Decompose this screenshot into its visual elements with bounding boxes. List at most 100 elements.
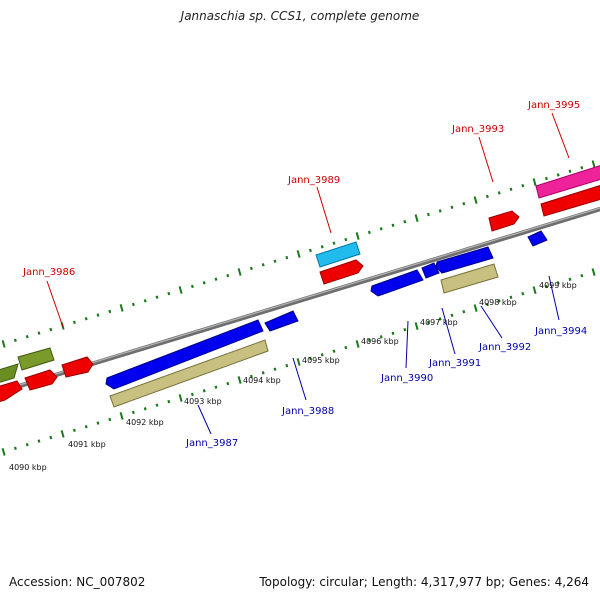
gene-label-jann-3992[interactable]: Jann_3992	[478, 342, 531, 353]
minor-tick	[462, 201, 466, 206]
gene-jann-3989-cyan	[315, 241, 361, 268]
gene-jann-3988	[264, 310, 299, 332]
gene-3984-red	[0, 380, 23, 402]
map-title: Jannaschia sp. CCS1, complete genome	[180, 9, 420, 23]
minor-tick	[580, 165, 584, 170]
major-tick	[296, 250, 301, 258]
kbp-label: 4094 kbp	[243, 376, 281, 385]
minor-tick	[131, 302, 135, 307]
major-tick	[414, 322, 419, 330]
callout-line-jann-3987	[197, 404, 212, 435]
gene-label-jann-3989[interactable]: Jann_3989	[287, 175, 340, 186]
minor-tick	[462, 309, 466, 314]
minor-tick	[556, 281, 560, 285]
kbp-label: 4096 kbp	[361, 337, 399, 346]
minor-tick	[485, 302, 489, 307]
major-tick	[119, 304, 124, 312]
gene-jann-3990	[370, 269, 424, 297]
forward-strand-genes	[0, 165, 600, 402]
minor-tick	[367, 230, 371, 235]
topology-summary: Topology: circular; Length: 4,317,977 bp…	[259, 575, 589, 589]
minor-tick	[190, 392, 194, 397]
minor-tick	[25, 334, 29, 339]
minor-tick	[450, 205, 454, 210]
gene-label-jann-3993[interactable]: Jann_3993	[451, 124, 504, 135]
major-tick	[237, 376, 242, 384]
minor-tick	[391, 223, 395, 228]
gene-jann-3991	[421, 262, 440, 279]
major-tick	[591, 268, 596, 276]
minor-tick	[226, 381, 230, 386]
minor-tick	[544, 284, 548, 289]
kbp-label: 4090 kbp	[9, 463, 47, 472]
reverse-strand-genes	[105, 230, 548, 408]
callout-line-jann-3988	[292, 357, 307, 401]
minor-tick	[143, 407, 147, 411]
minor-tick	[37, 439, 41, 443]
genome-backbone	[0, 206, 600, 395]
gene-label-jann-3991[interactable]: Jann_3991	[428, 358, 481, 369]
minor-tick	[497, 191, 501, 195]
gene-jann-3987-tan	[109, 339, 269, 408]
minor-tick	[509, 187, 513, 192]
gene-jann-3992	[435, 246, 494, 274]
minor-tick	[143, 299, 147, 303]
minor-tick	[13, 446, 17, 451]
kbp-label: 4095 kbp	[302, 356, 340, 365]
gene-label-jann-3987[interactable]: Jann_3987	[185, 438, 238, 449]
genome-backbone-highlight	[0, 207, 600, 392]
kbp-label: 4098 kbp	[479, 298, 517, 307]
gene-jann-3994	[527, 230, 548, 247]
callout-line-jann-3986	[46, 280, 64, 328]
minor-tick	[391, 331, 395, 336]
minor-tick	[485, 194, 489, 199]
minor-tick	[202, 389, 206, 393]
kbp-label: 4097 kbp	[420, 318, 458, 327]
kbp-scale-labels: 4090 kbp 4091 kbp 4092 kbp 4093 kbp 4094…	[9, 281, 577, 472]
minor-tick	[249, 266, 253, 271]
major-tick	[414, 214, 419, 222]
gene-jann-3993	[488, 210, 520, 232]
minor-tick	[167, 399, 171, 404]
minor-tick	[556, 173, 560, 177]
major-tick	[473, 196, 478, 204]
gene-label-jann-3988[interactable]: Jann_3988	[281, 406, 334, 417]
kbp-label: 4093 kbp	[184, 397, 222, 406]
gene-label-jann-3986[interactable]: Jann_3986	[22, 267, 75, 278]
major-tick	[119, 412, 124, 420]
minor-tick	[72, 428, 76, 433]
minor-tick	[273, 367, 277, 371]
gene-jann-3995-pink	[535, 165, 600, 199]
minor-tick	[261, 263, 265, 267]
minor-tick	[332, 241, 336, 245]
minor-tick	[72, 320, 76, 325]
accession-text: Accession: NC_007802	[9, 575, 146, 589]
minor-tick	[308, 356, 312, 361]
minor-tick	[214, 385, 218, 389]
minor-tick	[509, 295, 513, 300]
minor-tick	[426, 320, 430, 325]
minor-tick	[544, 176, 548, 181]
minor-tick	[403, 327, 407, 332]
gene-jann-3992-tan	[440, 263, 499, 294]
minor-tick	[25, 442, 29, 447]
callout-line-jann-3991	[441, 307, 456, 355]
minor-tick	[568, 169, 572, 174]
gene-label-jann-3995[interactable]: Jann_3995	[527, 100, 580, 111]
minor-tick	[320, 245, 324, 249]
major-tick	[178, 394, 183, 402]
gene-label-jann-3990[interactable]: Jann_3990	[380, 373, 433, 384]
minor-tick	[226, 273, 230, 278]
minor-tick	[84, 424, 88, 429]
minor-tick	[344, 237, 348, 242]
gene-label-jann-3994[interactable]: Jann_3994	[534, 326, 587, 337]
minor-tick	[308, 248, 312, 253]
major-tick	[591, 160, 596, 168]
minor-tick	[497, 299, 501, 303]
minor-tick	[450, 313, 454, 318]
callout-line-jann-3995	[551, 112, 570, 159]
minor-tick	[49, 435, 53, 440]
gene-jann-3987	[105, 319, 264, 390]
minor-tick	[521, 183, 525, 188]
gene-jann-3995	[540, 185, 600, 217]
